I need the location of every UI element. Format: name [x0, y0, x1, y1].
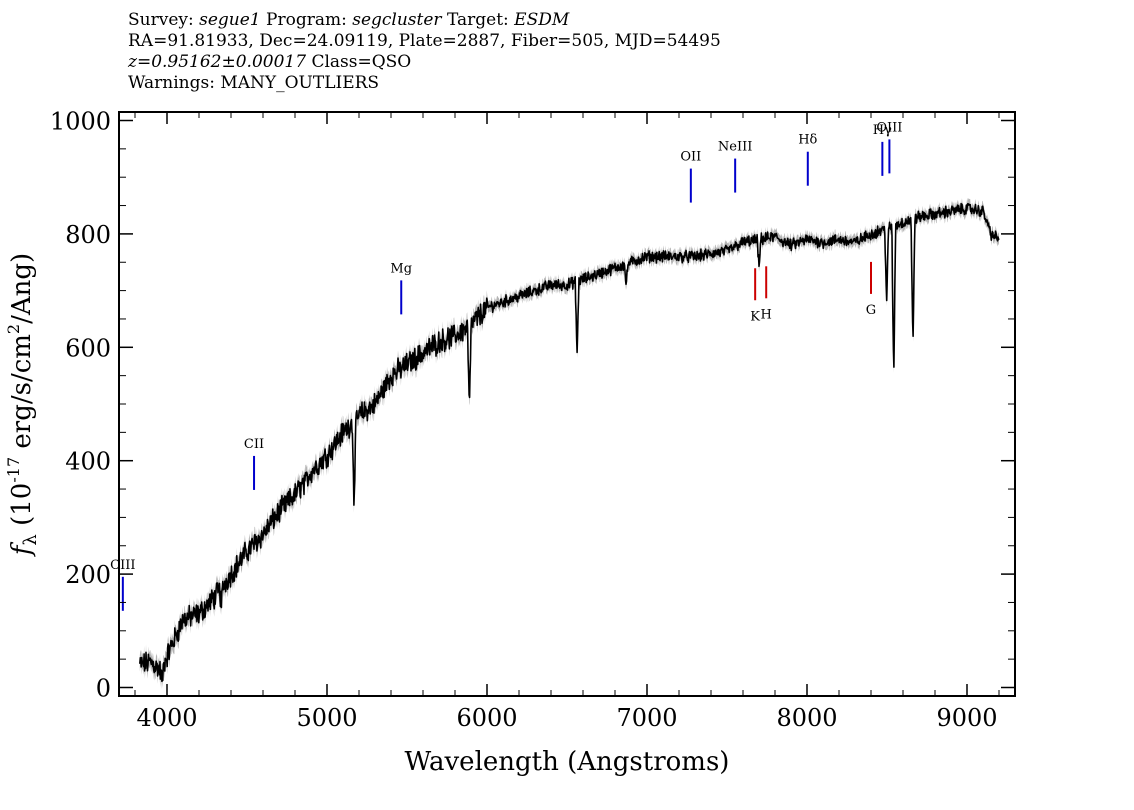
class-value: Class=QSO: [306, 52, 412, 72]
absorption-line-label: H: [761, 307, 772, 322]
spectrum-series: [139, 202, 1000, 683]
y-axis-title-exponent: -17: [4, 457, 23, 483]
svg-text:fλ (10-17 erg/s/cm2/Ang): fλ (10-17 erg/s/cm2/Ang): [4, 253, 41, 557]
emission-line-label: OII: [680, 150, 701, 165]
emission-line-label: Hδ: [798, 133, 817, 148]
emission-line-label: Mg: [390, 261, 412, 276]
header-line-redshift: z=0.95162±0.00017 Class=QSO: [128, 52, 721, 73]
header-line-warnings: Warnings: MANY_OUTLIERS: [128, 73, 380, 93]
y-axis-title-units-2: erg/s/cm: [7, 334, 37, 457]
y-axis-title-units: (10: [7, 483, 37, 535]
redshift-value: z=0.95162±0.00017: [128, 52, 307, 72]
absorption-line-label: K: [750, 309, 760, 324]
y-axis-title-subscript: λ: [20, 534, 41, 545]
y-axis-title: fλ (10-17 erg/s/cm2/Ang): [4, 253, 41, 557]
y-axis-title-exponent-2: 2: [4, 324, 23, 334]
x-tick-label: 6000: [456, 704, 517, 732]
emission-line-label: Hγ: [873, 123, 892, 138]
target-value: ESDM: [514, 10, 570, 30]
x-tick-label: 7000: [616, 704, 677, 732]
absorption-line-label: G: [866, 303, 876, 318]
emission-line-label: CIII: [110, 558, 135, 573]
x-axis-title: Wavelength (Angstroms): [405, 747, 730, 777]
spectrum-line: [139, 202, 1000, 683]
x-tick-label: 8000: [776, 704, 837, 732]
survey-label: Survey:: [128, 10, 200, 30]
x-tick-label: 5000: [296, 704, 357, 732]
header-line-coordinates: RA=91.81933, Dec=24.09119, Plate=2887, F…: [128, 31, 721, 51]
survey-value: segue1: [199, 10, 261, 30]
y-tick-label: 800: [65, 221, 111, 249]
target-label: Target:: [441, 10, 515, 30]
y-tick-label: 1000: [50, 108, 111, 136]
y-tick-label: 200: [65, 561, 111, 589]
x-axis: 4000 5000 6000 7000 8000 9000: [134, 112, 1000, 732]
x-tick-label: 4000: [136, 704, 197, 732]
spectrum-header: Survey: segue1 Program: segcluster Targe…: [128, 10, 721, 94]
emission-line-label: CII: [244, 437, 264, 452]
y-tick-label: 400: [65, 448, 111, 476]
emission-line-label: NeIII: [718, 140, 752, 155]
y-axis-title-units-3: /Ang): [7, 253, 37, 324]
x-tick-label: 9000: [936, 704, 997, 732]
plot-frame: [118, 111, 1016, 697]
header-line-survey: Survey: segue1 Program: segcluster Targe…: [128, 10, 721, 31]
y-tick-label: 0: [96, 674, 111, 702]
y-tick-label: 600: [65, 334, 111, 362]
y-axis: 0 200 400 600 800 1000: [50, 108, 1015, 702]
program-value: segcluster: [352, 10, 442, 30]
emission-line-label: OIII: [876, 120, 902, 135]
program-label: Program:: [260, 10, 353, 30]
